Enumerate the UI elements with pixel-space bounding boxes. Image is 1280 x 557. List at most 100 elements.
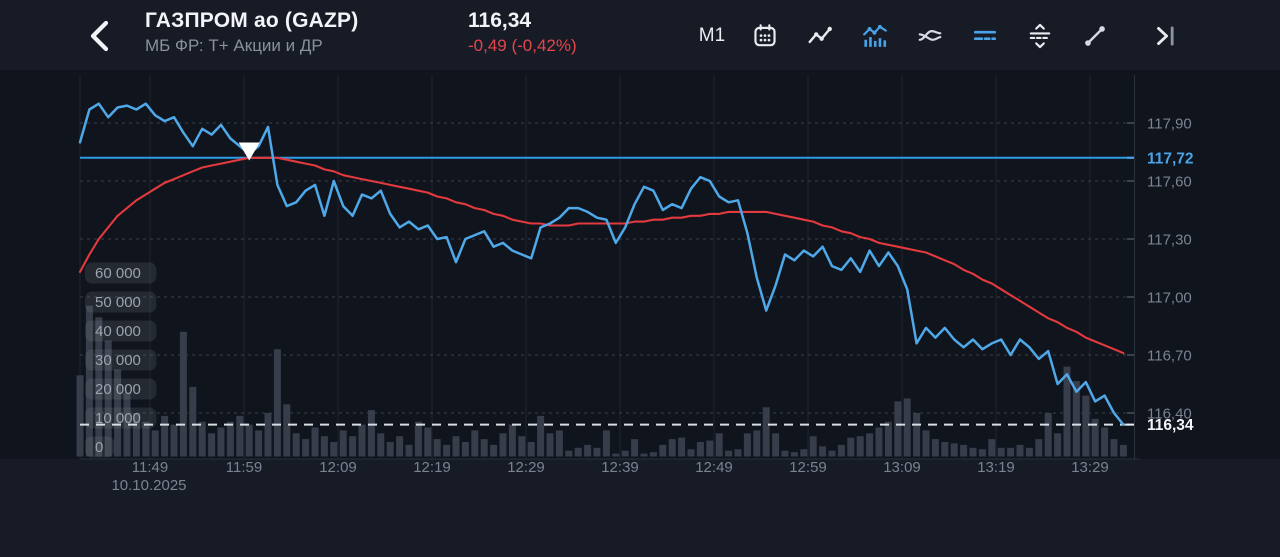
volume-bar (311, 427, 319, 457)
volume-bar (471, 430, 479, 457)
volume-bar (104, 340, 112, 457)
svg-text:11:59: 11:59 (226, 459, 262, 476)
time-axis-labels[interactable]: 11:49 11:59 12:09 12:19 12:29 12:39 12:49 12:59… (132, 459, 1109, 476)
volume-bar (292, 433, 300, 457)
volume-bar (875, 427, 883, 457)
volume-bar (687, 449, 695, 457)
volume-bar (847, 437, 855, 457)
volume-bar (715, 433, 723, 457)
volume-bar (349, 436, 357, 457)
compare-lines-button[interactable] (913, 19, 947, 53)
volume-bar (819, 446, 827, 457)
volume-bar (631, 439, 639, 457)
back-button[interactable] (86, 19, 116, 53)
svg-text:10 000: 10 000 (95, 410, 141, 427)
volume-bar (424, 427, 432, 457)
volume-bar (452, 436, 460, 457)
volume-bar (565, 450, 573, 457)
volume-bar (273, 349, 281, 457)
volume-bar (189, 386, 197, 457)
svg-text:13:19: 13:19 (977, 459, 1015, 476)
expand-vertical-icon (1029, 23, 1051, 49)
instrument-subtitle: МБ ФР: Т+ Акции и ДР (145, 36, 323, 55)
volume-bar (1025, 447, 1033, 457)
volume-bar (612, 453, 620, 457)
volume-bar (969, 447, 977, 457)
volume-bar (1091, 418, 1099, 457)
volume-bar (414, 421, 422, 457)
volume-bar (574, 447, 582, 457)
volume-bar (649, 452, 657, 457)
price-axis-labels[interactable]: 117,90 117,60 117,30 117,00 116,70 116,40 117,… (1127, 116, 1194, 435)
volume-bar (132, 413, 140, 457)
volume-bar (809, 436, 817, 457)
volume-bar (922, 430, 930, 457)
volume-bar (640, 453, 648, 457)
calendar-button[interactable] (748, 19, 782, 53)
volume-bar (960, 444, 968, 457)
volume-bar (659, 444, 667, 457)
skip-to-latest-button[interactable] (1148, 19, 1182, 53)
volume-bar (1054, 433, 1062, 457)
svg-text:12:49: 12:49 (695, 459, 733, 476)
volume-bar (734, 449, 742, 457)
volume-bar (76, 375, 84, 457)
volume-bar (546, 433, 554, 457)
line-chart-type-button[interactable] (803, 19, 837, 53)
volume-bar (386, 442, 394, 457)
trend-line-tool-button[interactable] (1078, 19, 1112, 53)
reference-price-label: 117,72 (1147, 150, 1194, 167)
volume-bar (1016, 444, 1024, 457)
svg-text:0: 0 (95, 439, 103, 456)
volume-bar (179, 331, 187, 457)
trend-line-icon (1085, 26, 1105, 46)
volume-bar (518, 436, 526, 457)
volume-bar (602, 430, 610, 457)
volume-bar (1072, 381, 1080, 457)
sell-marker-icon (238, 142, 260, 161)
volume-bar (236, 415, 244, 457)
timeframe-button[interactable]: M1 (694, 22, 730, 50)
line-volume-chart-type-button[interactable] (858, 19, 892, 53)
svg-text:12:19: 12:19 (413, 459, 451, 476)
volume-bar (781, 450, 789, 457)
volume-bar (1119, 444, 1127, 457)
instrument-block: ГАЗПРОМ ао (GAZP) МБ ФР: Т+ Акции и ДР (145, 9, 358, 56)
svg-text:50 000: 50 000 (95, 294, 141, 311)
volume-bar (245, 424, 253, 457)
price-levels-button[interactable] (968, 19, 1002, 53)
svg-text:20 000: 20 000 (95, 381, 141, 398)
volume-bar (772, 433, 780, 457)
volume-bar (302, 439, 310, 457)
volume-bar (753, 430, 761, 457)
svg-text:117,60: 117,60 (1147, 173, 1192, 190)
horizontal-gridlines (80, 122, 1135, 414)
svg-text:13:09: 13:09 (883, 459, 921, 476)
current-price-label: 116,34 (1147, 417, 1194, 434)
volume-bar (884, 421, 892, 457)
volume-bar (621, 450, 629, 457)
volume-bar (264, 413, 272, 457)
vertical-gridlines (79, 75, 1091, 459)
volume-bar (856, 436, 864, 457)
volume-bar (330, 442, 338, 457)
calendar-icon (754, 24, 776, 47)
volume-bar (1110, 439, 1118, 457)
volume-bar (142, 421, 150, 457)
svg-text:116,70: 116,70 (1147, 347, 1192, 364)
volume-bar (903, 398, 911, 457)
volume-bar (461, 442, 469, 457)
volume-bar (696, 442, 704, 457)
volume-bar (894, 401, 902, 457)
svg-text:11:49: 11:49 (132, 459, 168, 476)
svg-text:117,00: 117,00 (1147, 289, 1192, 306)
svg-text:117,30: 117,30 (1147, 231, 1192, 248)
svg-text:13:29: 13:29 (1071, 459, 1109, 476)
volume-bar (931, 439, 939, 457)
volume-bar (358, 424, 366, 457)
expand-vertical-button[interactable] (1023, 19, 1057, 53)
volume-bar (443, 444, 451, 457)
volume-bars (76, 305, 1127, 457)
volume-bar (283, 404, 291, 457)
